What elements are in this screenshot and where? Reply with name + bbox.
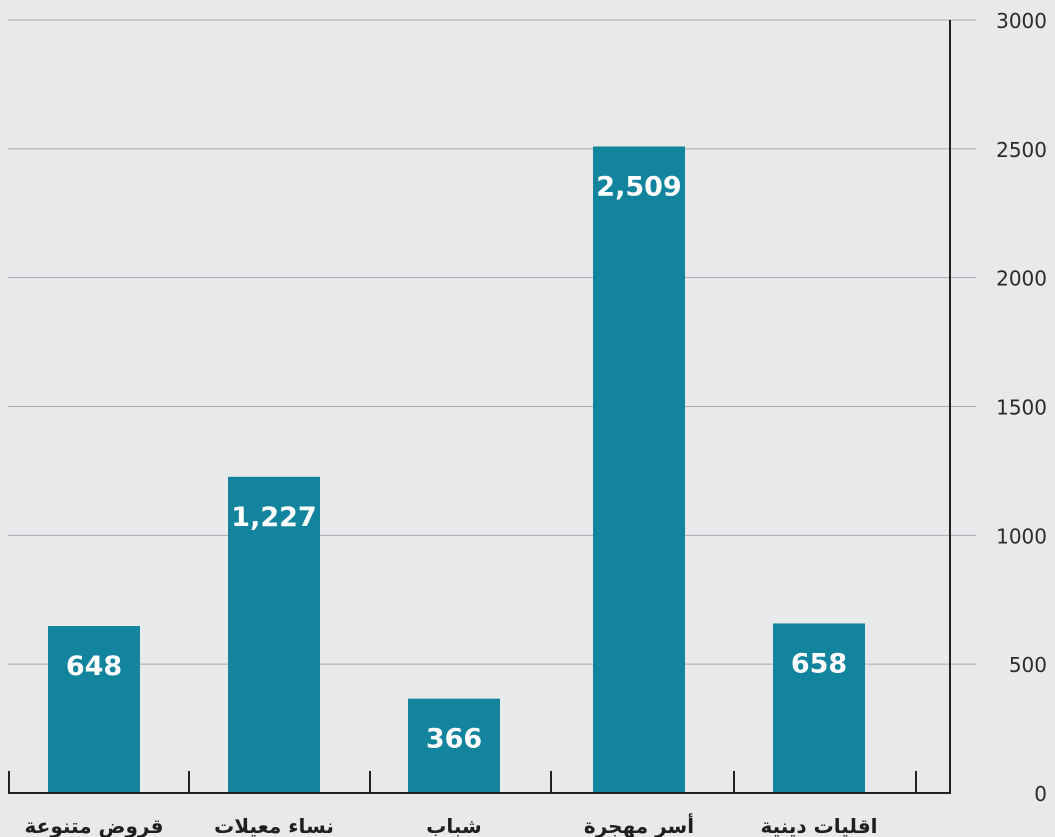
y-tick-label: 500 bbox=[1009, 653, 1047, 677]
labels: 0 500 1000 1500 2000 2500 3000 648 قروض متنوعة 1,… bbox=[25, 9, 1047, 837]
bar-value-label: 366 bbox=[426, 724, 482, 755]
axes bbox=[8, 20, 951, 794]
y-tick-label: 1000 bbox=[996, 524, 1047, 548]
y-tick-label: 2500 bbox=[996, 138, 1047, 162]
category-label: اقليات دينية bbox=[760, 814, 877, 837]
bar-value-label: 1,227 bbox=[231, 502, 316, 533]
y-tick-label: 1500 bbox=[996, 396, 1047, 420]
category-label: أسر مهجرة bbox=[584, 812, 694, 837]
bar bbox=[593, 146, 685, 793]
bar bbox=[408, 698, 500, 793]
category-label: قروض متنوعة bbox=[25, 814, 164, 837]
bar-value-label: 658 bbox=[791, 648, 847, 679]
bar-value-label: 648 bbox=[66, 651, 122, 682]
category-label: شباب bbox=[426, 814, 481, 837]
y-tick-label: 2000 bbox=[996, 267, 1047, 291]
bar bbox=[48, 626, 140, 793]
bar-value-label: 2,509 bbox=[596, 172, 681, 203]
bar bbox=[228, 476, 320, 793]
bar bbox=[773, 623, 865, 793]
y-tick-label: 0 bbox=[1034, 782, 1047, 806]
bars bbox=[48, 146, 865, 793]
category-label: نساء معيلات bbox=[214, 814, 334, 837]
y-tick-label: 3000 bbox=[996, 9, 1047, 33]
